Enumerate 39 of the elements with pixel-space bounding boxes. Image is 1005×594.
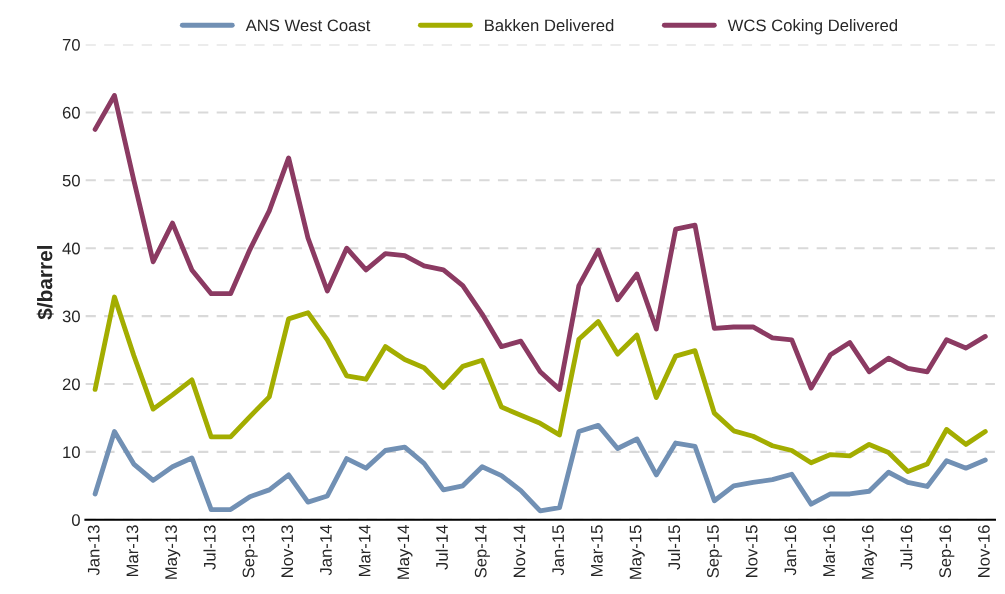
line-series [92,422,988,514]
y-tick-label: 0 [71,514,80,526]
y-tick-label: 20 [62,378,80,391]
y-axis-title: $/barrel [36,245,54,320]
x-tick-label: Jul-15 [667,525,681,570]
y-tick-label: 70 [62,38,80,51]
x-tick-label: Mar-16 [823,525,835,577]
y-tick-label: 50 [62,174,80,187]
x-tick-label: Mar-14 [358,525,371,577]
x-tick-label: Jan-15 [552,525,565,576]
y-tick-label: 30 [62,310,80,323]
x-tick-label: Jan-14 [320,525,332,576]
legend-label: Bakken Delivered [485,19,614,32]
line-series [92,93,988,392]
x-tick-label: Nov-13 [281,525,294,577]
legend-label: ANS West Coast [245,19,371,32]
x-tick-label: Jan-13 [87,525,100,576]
x-tick-label: Jul-14 [435,525,448,570]
y-tick-label: 40 [62,242,80,255]
x-tick-label: Jul-13 [203,525,216,570]
x-tick-label: May-16 [861,525,877,579]
x-tick-label: May-13 [165,525,181,579]
legend-label: WCS Coking Delivered [727,19,898,35]
x-tick-label: Mar-13 [126,525,139,577]
x-tick-label: Nov-15 [745,525,758,577]
x-tick-label: May-15 [629,525,645,579]
x-tick-label: Sep-16 [939,525,955,578]
x-tick-label: Sep-13 [242,525,258,578]
y-tick-label: 10 [63,446,80,459]
line-series [92,294,988,474]
x-tick-label: Sep-15 [707,525,723,578]
x-tick-label: Mar-15 [591,525,603,577]
x-tick-label: May-14 [397,525,413,579]
x-tick-label: Sep-14 [474,525,490,578]
x-tick-label: Nov-14 [513,525,526,577]
y-tick-label: 60 [62,106,80,119]
x-tick-label: Jul-16 [900,525,913,570]
x-tick-label: Nov-16 [977,525,990,577]
x-tick-label: Jan-16 [784,525,797,576]
